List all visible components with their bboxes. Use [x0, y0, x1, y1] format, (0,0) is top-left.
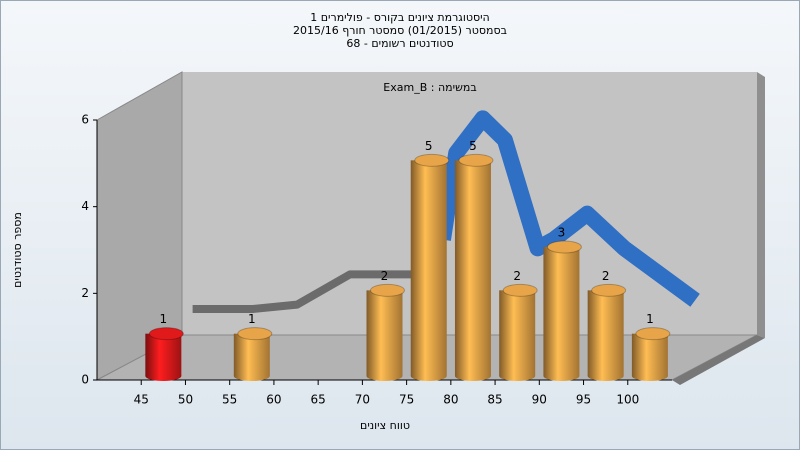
x-tick-label: 55: [222, 393, 237, 407]
data-label: 2: [513, 269, 521, 283]
data-label: 1: [646, 312, 654, 326]
y-tick-label: 2: [81, 286, 89, 300]
data-label: 1: [248, 312, 256, 326]
x-tick-label: 75: [399, 393, 414, 407]
data-label: 2: [602, 269, 610, 283]
bar-top: [458, 153, 494, 167]
curve: [435, 110, 700, 307]
y-tick-label: 6: [81, 113, 89, 127]
y-axis-label: מספר סטודנטים: [11, 212, 24, 288]
bar: [499, 290, 536, 376]
data-label: 1: [160, 312, 168, 326]
data-label: 3: [558, 226, 566, 240]
bar-top: [414, 153, 450, 167]
bar: [587, 290, 624, 376]
x-tick-label: 95: [576, 393, 591, 407]
bar: [631, 333, 668, 376]
chart-title: סטודנטים רשומים - 68: [346, 37, 453, 50]
floor-edge: [672, 335, 765, 385]
y-tick-label: 0: [81, 373, 89, 387]
bar: [366, 290, 403, 376]
y-tick-label: 4: [81, 199, 89, 213]
data-label: 5: [425, 139, 433, 153]
x-tick-label: 100: [616, 393, 639, 407]
curve: [192, 270, 418, 313]
bar: [410, 160, 447, 376]
bar-top: [502, 283, 538, 297]
bar-top: [591, 283, 627, 297]
bar: [145, 333, 182, 376]
bar: [454, 160, 491, 376]
x-tick-label: 50: [178, 393, 193, 407]
data-label: 2: [381, 269, 389, 283]
x-tick-label: 85: [487, 393, 502, 407]
data-label: 5: [469, 139, 477, 153]
x-axis-label: טווח ציונים: [360, 419, 410, 432]
annotation: Exam_B : במשימה: [383, 81, 476, 94]
bar: [543, 247, 580, 376]
x-tick-label: 70: [355, 393, 370, 407]
chart-title: היסטוגרמת ציונים בקורס - פולימרים 1: [310, 11, 489, 24]
x-tick-label: 45: [134, 393, 149, 407]
bar-top: [237, 327, 273, 341]
bar: [233, 333, 270, 376]
x-tick-label: 60: [266, 393, 281, 407]
bar-top: [370, 283, 405, 297]
chart-title: בסמסטר (01/2015) סמסטר חורף 2015/16: [293, 24, 507, 37]
x-tick-label: 80: [443, 393, 458, 407]
bar-top: [546, 240, 582, 254]
x-tick-label: 65: [311, 393, 326, 407]
x-tick-label: 90: [532, 393, 547, 407]
bar-top: [635, 327, 671, 341]
bar-top: [148, 327, 184, 341]
